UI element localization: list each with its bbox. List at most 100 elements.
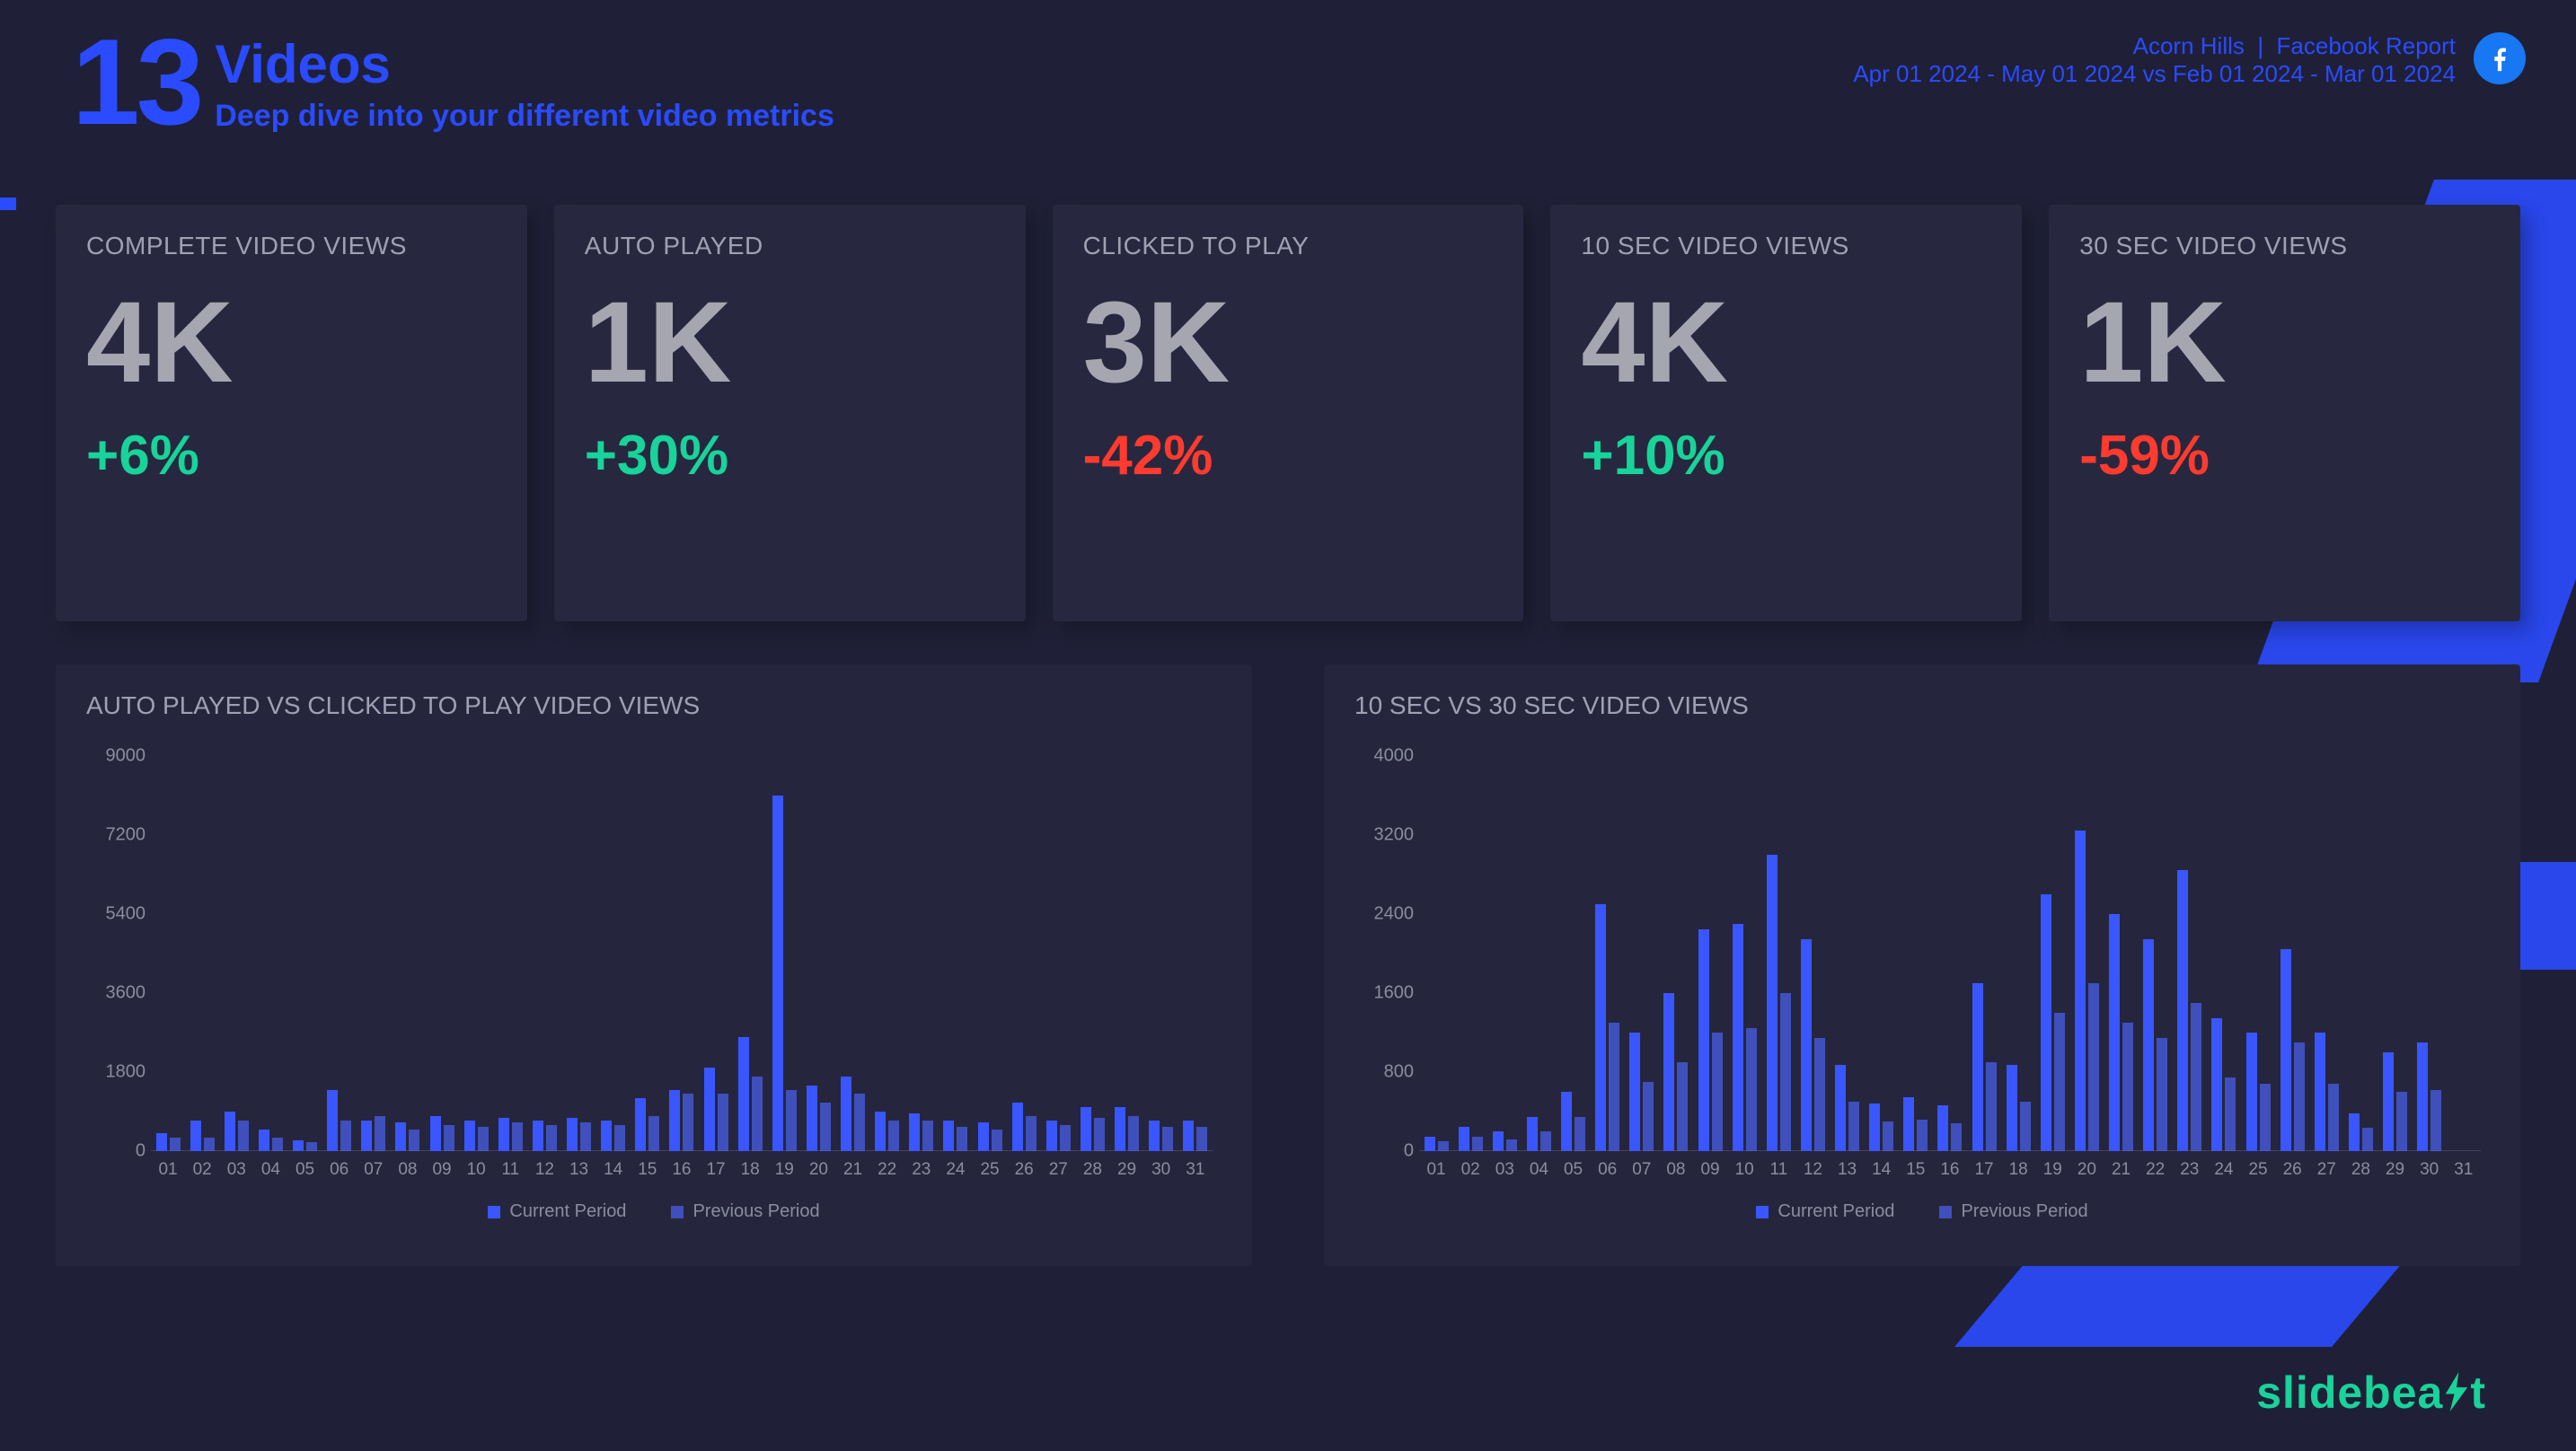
y-tick-label: 9000: [86, 746, 146, 767]
bar-previous: [1162, 1127, 1173, 1151]
x-tick-label: 15: [631, 1160, 665, 1180]
bar-group: [2309, 756, 2343, 1151]
bar-group: [493, 756, 527, 1151]
bar-group: [425, 756, 459, 1151]
account-name: Acorn Hills: [2133, 32, 2245, 59]
report-info: Acorn Hills | Facebook Report Apr 01 202…: [1853, 32, 2456, 88]
x-tick-label: 18: [2001, 1160, 2035, 1180]
bar-group: [2447, 756, 2481, 1151]
bar-current: [464, 1121, 475, 1151]
bar-group: [1659, 756, 1693, 1151]
bar-current: [1629, 1033, 1640, 1151]
bar-current: [841, 1077, 851, 1151]
bar-previous: [683, 1094, 693, 1151]
y-tick-label: 4000: [1354, 746, 1414, 767]
bar-previous: [1060, 1125, 1071, 1151]
bar-current: [1972, 983, 1983, 1151]
x-tick-label: 25: [973, 1160, 1007, 1180]
y-tick-label: 3200: [1354, 825, 1414, 846]
bar-current: [1493, 1131, 1504, 1151]
y-tick-label: 1600: [1354, 983, 1414, 1004]
bar-group: [1625, 756, 1659, 1151]
x-tick-label: 23: [2173, 1160, 2207, 1180]
bar-previous: [2157, 1038, 2167, 1152]
x-tick-label: 23: [904, 1160, 939, 1180]
bar-group: [939, 756, 973, 1151]
legend-swatch: [1756, 1206, 1769, 1218]
x-tick-label: 30: [2413, 1160, 2447, 1180]
x-tick-label: 31: [1178, 1160, 1213, 1180]
x-tick-label: 24: [939, 1160, 973, 1180]
bar-previous: [1643, 1082, 1654, 1151]
x-tick-label: 20: [2069, 1160, 2104, 1180]
x-tick-label: 10: [459, 1160, 493, 1180]
bar-current: [1733, 924, 1743, 1151]
bar-current: [1081, 1107, 1091, 1151]
bar-previous: [2328, 1084, 2339, 1151]
bars-container: [1419, 756, 2481, 1151]
header-left: 13 Videos Deep dive into your different …: [72, 27, 834, 136]
bar-group: [973, 756, 1007, 1151]
legend-swatch: [671, 1206, 684, 1218]
kpi-label: COMPLETE VIDEO VIEWS: [86, 232, 497, 260]
bar-previous: [1883, 1121, 1893, 1151]
x-tick-label: 12: [1795, 1160, 1830, 1180]
bar-current: [1561, 1092, 1572, 1151]
y-tick-label: 0: [86, 1141, 146, 1162]
kpi-change: +6%: [86, 424, 497, 488]
report-type: Facebook Report: [2277, 32, 2456, 59]
bar-current: [533, 1121, 543, 1151]
bar-current: [225, 1112, 235, 1151]
bar-group: [1419, 756, 1453, 1151]
x-tick-label: 21: [836, 1160, 870, 1180]
x-tick-label: 03: [219, 1160, 253, 1180]
bar-current: [2417, 1042, 2428, 1151]
report-date-range: Apr 01 2024 - May 01 2024 vs Feb 01 2024…: [1853, 60, 2456, 88]
bar-previous: [1712, 1033, 1723, 1151]
kpi-card: 30 SEC VIDEO VIEWS 1K -59%: [2049, 205, 2520, 621]
bars-container: [151, 756, 1213, 1151]
bar-previous: [1472, 1137, 1483, 1152]
x-tick-label: 15: [1899, 1160, 1933, 1180]
x-tick-label: 01: [1419, 1160, 1453, 1180]
bar-current: [2211, 1018, 2222, 1152]
legend-label: Current Period: [1778, 1201, 1894, 1222]
bar-group: [1693, 756, 1727, 1151]
bar-group: [185, 756, 219, 1151]
bar-previous: [306, 1142, 317, 1151]
bar-current: [943, 1121, 954, 1151]
bar-current: [430, 1116, 441, 1151]
bar-previous: [1506, 1139, 1517, 1151]
chart-title: 10 SEC VS 30 SEC VIDEO VIEWS: [1354, 691, 2490, 720]
kpi-label: CLICKED TO PLAY: [1083, 232, 1494, 260]
bar-previous: [546, 1125, 557, 1151]
bar-previous: [1780, 993, 1791, 1151]
bar-current: [259, 1130, 269, 1151]
bar-group: [2173, 756, 2207, 1151]
x-tick-label: 07: [1625, 1160, 1659, 1180]
bar-current: [1903, 1097, 1914, 1152]
bar-group: [1110, 756, 1144, 1151]
bar-current: [293, 1140, 304, 1151]
bar-current: [1801, 939, 1812, 1152]
bar-group: [459, 756, 493, 1151]
bar-group: [2001, 756, 2035, 1151]
legend-label: Previous Period: [693, 1201, 819, 1222]
x-tick-label: 08: [391, 1160, 425, 1180]
bar-previous: [580, 1122, 591, 1151]
bar-group: [2378, 756, 2413, 1151]
bar-current: [2280, 949, 2291, 1152]
bar-group: [767, 756, 801, 1151]
bar-group: [357, 756, 391, 1151]
legend-previous: Previous Period: [671, 1201, 819, 1222]
bar-current: [156, 1133, 167, 1151]
bar-previous: [2225, 1077, 2236, 1152]
x-tick-label: 02: [185, 1160, 219, 1180]
kpi-value: 1K: [585, 286, 995, 400]
bar-current: [2007, 1065, 2017, 1151]
bar-current: [361, 1121, 372, 1151]
bar-group: [836, 756, 870, 1151]
bar-current: [1012, 1103, 1023, 1151]
bar-current: [1937, 1105, 1948, 1151]
bar-group: [2343, 756, 2378, 1151]
